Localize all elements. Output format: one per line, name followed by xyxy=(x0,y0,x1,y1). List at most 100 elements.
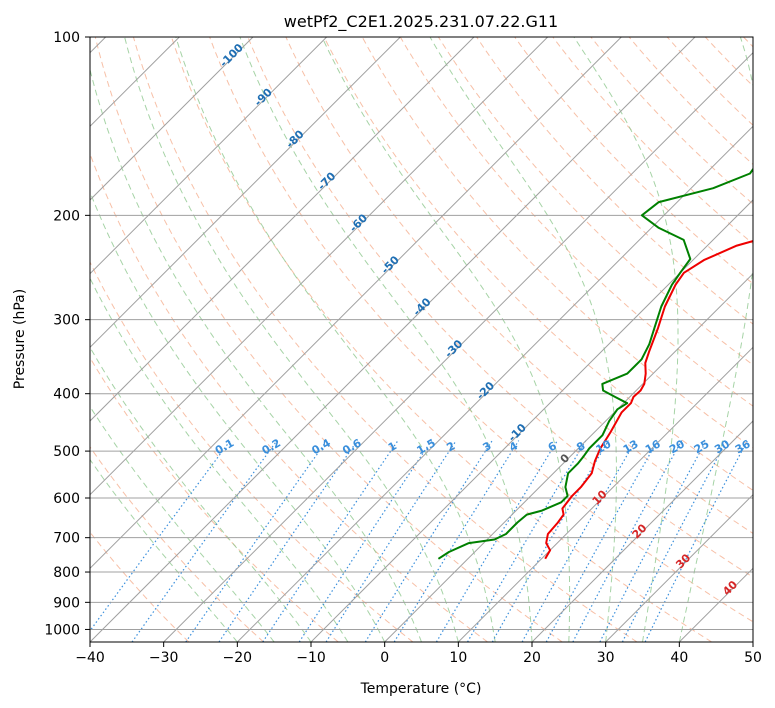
moist-adiabat xyxy=(678,37,753,642)
isotherm-line xyxy=(605,493,753,642)
isotherm-label: 30 xyxy=(673,551,693,571)
x-tick-label: −40 xyxy=(75,650,105,666)
y-tick-label: 200 xyxy=(53,208,80,224)
dry-adiabat xyxy=(323,37,753,491)
x-tick-label: −30 xyxy=(149,650,179,666)
dry-adiabat xyxy=(704,37,753,87)
dry-adiabat xyxy=(437,37,753,366)
mixing-ratio-line xyxy=(298,440,432,642)
isotherm-line xyxy=(90,37,696,642)
y-axis-label: Pressure (hPa) xyxy=(12,289,28,389)
isotherm-label: -50 xyxy=(379,253,402,276)
isotherm-label: 10 xyxy=(590,487,610,507)
isotherm-line xyxy=(90,37,328,275)
moist-adiabat xyxy=(239,37,533,642)
mixing-ratio-label: 25 xyxy=(692,437,712,456)
mixing-ratio-label: 6 xyxy=(546,439,559,454)
plot-frame xyxy=(89,36,754,643)
mixing-ratio-line xyxy=(262,440,399,642)
moist-adiabat xyxy=(90,67,422,642)
chart-title: wetPf2_C2E1.2025.231.07.22.G11 xyxy=(284,12,558,32)
dry-adiabat xyxy=(743,37,753,48)
y-tick-label: 100 xyxy=(53,30,80,46)
isotherm-line xyxy=(236,125,753,642)
moist-adiabat xyxy=(90,346,312,642)
moist-adiabat xyxy=(90,458,238,642)
moist-adiabat xyxy=(429,37,617,642)
temperature-trace xyxy=(544,239,753,560)
isotherm-label: 40 xyxy=(720,578,740,598)
mixing-ratio-label: 30 xyxy=(712,437,732,456)
dry-adiabat xyxy=(132,37,638,642)
mixing-ratio-label: 1.5 xyxy=(414,436,437,457)
dry-adiabat xyxy=(285,37,753,535)
isotherm-line xyxy=(90,37,622,570)
mixing-ratio-line xyxy=(491,440,609,642)
mixing-ratio-label: 36 xyxy=(733,437,753,456)
isotherm-label: 0 xyxy=(558,451,573,466)
dry-adiabat xyxy=(209,37,753,623)
dry-adiabat xyxy=(90,152,488,642)
dry-adiabat xyxy=(476,37,753,325)
mixing-ratio-line xyxy=(90,440,231,632)
grid-layer xyxy=(90,37,753,642)
y-tick-label: 500 xyxy=(53,444,80,460)
mixing-ratio-line xyxy=(545,440,659,642)
mixing-ratio-line xyxy=(185,440,328,642)
mixing-ratio-label: 13 xyxy=(621,437,641,456)
mixing-ratio-line xyxy=(218,440,358,642)
mixing-ratio-line xyxy=(572,440,683,642)
moist-adiabat xyxy=(175,37,496,642)
mixing-ratio-label: 2 xyxy=(444,439,457,454)
moist-adiabat xyxy=(90,190,386,642)
axis-ticks: −40 −30 −20 −10 0 10 20 30 40 5010020030040050060… xyxy=(44,30,762,666)
x-tick-label: −10 xyxy=(296,650,326,666)
mixing-ratio-line xyxy=(325,440,457,642)
moist-adiabat xyxy=(90,405,275,642)
mixing-ratio-line xyxy=(599,440,707,642)
y-tick-label: 400 xyxy=(53,387,80,403)
isotherm-line xyxy=(90,37,549,496)
mixing-ratio-line xyxy=(393,440,520,642)
isotherm-line xyxy=(90,37,475,422)
x-tick-label: 20 xyxy=(523,650,541,666)
y-tick-label: 300 xyxy=(53,313,80,329)
dry-adiabat xyxy=(90,356,339,642)
isotherm-line xyxy=(457,346,753,642)
moist-adiabat xyxy=(573,37,679,642)
isotherm-label: 20 xyxy=(630,521,650,541)
mixing-ratio-line xyxy=(435,440,558,642)
dry-adiabat xyxy=(90,531,190,642)
mixing-ratio-label: 0.4 xyxy=(310,436,334,457)
moist-adiabat xyxy=(321,37,571,642)
x-tick-label: −20 xyxy=(223,650,253,666)
isotherm-line xyxy=(90,37,254,201)
isotherm-label: -30 xyxy=(442,337,465,360)
dry-adiabat xyxy=(552,37,753,245)
y-tick-label: 700 xyxy=(53,531,80,547)
mixing-ratio-line xyxy=(364,440,493,642)
isotherm-line xyxy=(678,567,753,642)
isotherm-label: -100 xyxy=(217,41,246,70)
dry-adiabat xyxy=(514,37,753,285)
y-tick-label: 800 xyxy=(53,565,80,581)
mixing-ratio-line xyxy=(131,440,278,642)
dry-adiabat xyxy=(171,37,712,642)
x-tick-label: 30 xyxy=(597,650,615,666)
mixing-ratio-line xyxy=(521,440,637,642)
dry-adiabat xyxy=(90,260,414,642)
x-tick-label: 40 xyxy=(670,650,688,666)
isotherm-line xyxy=(384,272,753,642)
dewpoint-trace xyxy=(437,167,753,560)
line-label-layer: 0.1 0.2 0.4 0.6 1 1.5 2 3 4 6 8 10 13 16 20 25 30 36-100-… xyxy=(213,41,753,598)
isotherm-line xyxy=(90,37,401,349)
x-tick-label: 50 xyxy=(744,650,762,666)
y-tick-label: 900 xyxy=(53,595,80,611)
mixing-ratio-label: 0.2 xyxy=(260,436,283,457)
y-tick-label: 1000 xyxy=(44,622,80,638)
y-tick-label: 600 xyxy=(53,491,80,507)
dry-adiabat xyxy=(94,37,563,642)
x-axis-label: Temperature (°C) xyxy=(360,681,482,697)
